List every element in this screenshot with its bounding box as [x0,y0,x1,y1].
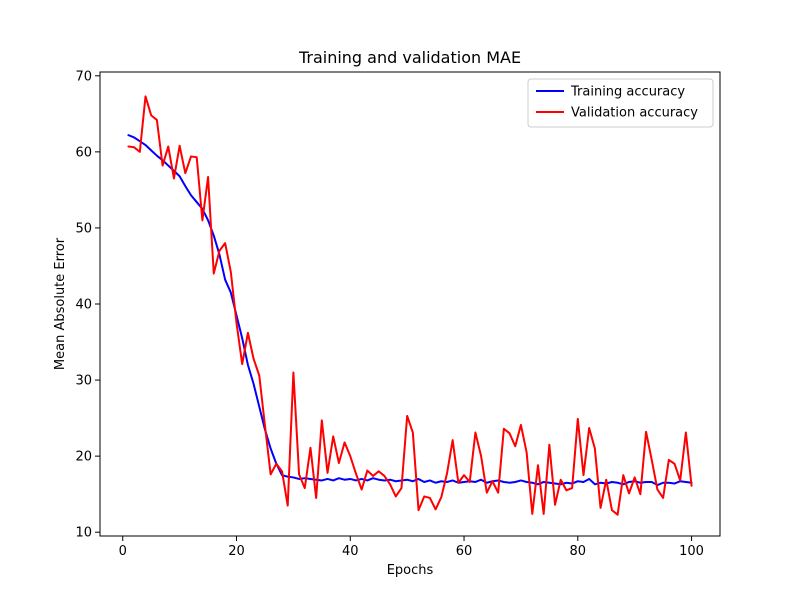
y-tick-label: 50 [75,221,92,236]
chart-title: Training and validation MAE [298,48,521,67]
x-tick-label: 60 [456,544,473,559]
plot-frame [99,71,721,537]
y-axis: 10 20 30 40 50 60 70 [75,69,100,541]
plot-area [127,95,693,516]
legend-label-0: Training accuracy [570,85,685,100]
y-tick-label: 60 [75,145,92,160]
x-tick-label: 20 [228,544,245,559]
x-tick-label: 100 [679,544,704,559]
x-tick-label: 80 [570,544,587,559]
legend-box [527,78,714,128]
x-axis-title: Epochs [387,563,434,578]
x-tick-label: 40 [342,544,359,559]
y-axis-title: Mean Absolute Error [53,237,68,370]
y-tick-label: 40 [75,298,92,313]
x-axis: 0 20 40 60 80 100 [119,536,704,559]
y-tick-label: 20 [75,450,92,465]
legend-label-1: Validation accuracy [571,106,698,121]
y-tick-label: 70 [75,69,92,84]
y-tick-label: 30 [75,374,92,389]
series-line-0 [127,134,693,487]
series-line-1 [127,95,693,516]
legend: Training accuracy Validation accuracy [527,78,714,128]
y-tick-label: 10 [75,526,92,541]
x-tick-label: 0 [119,544,127,559]
